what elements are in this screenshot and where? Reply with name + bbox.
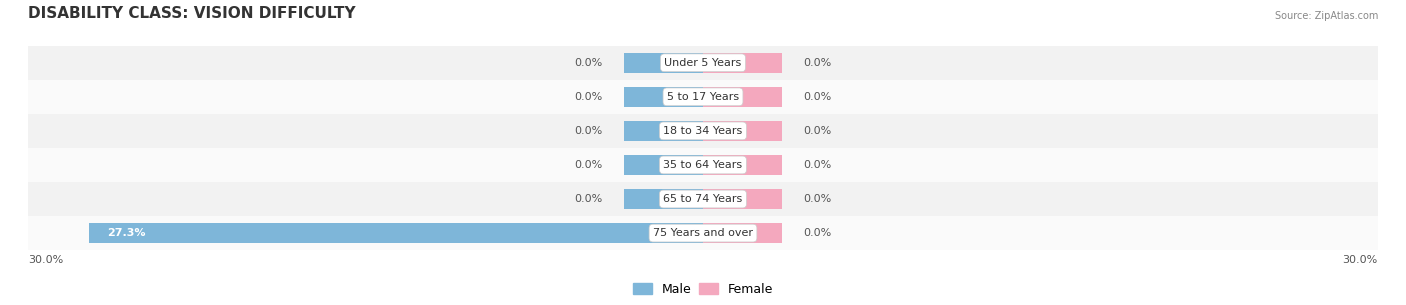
- Text: 30.0%: 30.0%: [28, 255, 63, 265]
- Text: 0.0%: 0.0%: [803, 228, 831, 238]
- Bar: [624, 121, 703, 141]
- Text: 35 to 64 Years: 35 to 64 Years: [664, 160, 742, 170]
- Text: 0.0%: 0.0%: [575, 160, 603, 170]
- Bar: [703, 155, 782, 175]
- Text: 0.0%: 0.0%: [575, 194, 603, 204]
- Text: 0.0%: 0.0%: [803, 92, 831, 102]
- Bar: [28, 182, 1378, 216]
- Bar: [624, 87, 703, 107]
- Text: 27.3%: 27.3%: [107, 228, 145, 238]
- Bar: [89, 223, 703, 243]
- Bar: [28, 46, 1378, 80]
- Text: Under 5 Years: Under 5 Years: [665, 58, 741, 68]
- Bar: [624, 155, 703, 175]
- Text: 0.0%: 0.0%: [575, 92, 603, 102]
- Bar: [28, 216, 1378, 250]
- Text: 0.0%: 0.0%: [803, 160, 831, 170]
- Text: 0.0%: 0.0%: [575, 126, 603, 136]
- Bar: [28, 148, 1378, 182]
- Bar: [624, 53, 703, 73]
- Legend: Male, Female: Male, Female: [628, 278, 778, 301]
- Text: 30.0%: 30.0%: [1343, 255, 1378, 265]
- Text: 0.0%: 0.0%: [803, 126, 831, 136]
- Bar: [624, 189, 703, 209]
- Text: Source: ZipAtlas.com: Source: ZipAtlas.com: [1274, 11, 1378, 21]
- Text: DISABILITY CLASS: VISION DIFFICULTY: DISABILITY CLASS: VISION DIFFICULTY: [28, 6, 356, 21]
- Bar: [703, 53, 782, 73]
- Text: 5 to 17 Years: 5 to 17 Years: [666, 92, 740, 102]
- Bar: [28, 80, 1378, 114]
- Text: 65 to 74 Years: 65 to 74 Years: [664, 194, 742, 204]
- Bar: [703, 121, 782, 141]
- Text: 18 to 34 Years: 18 to 34 Years: [664, 126, 742, 136]
- Text: 0.0%: 0.0%: [803, 58, 831, 68]
- Text: 0.0%: 0.0%: [803, 194, 831, 204]
- Bar: [703, 223, 782, 243]
- Bar: [703, 189, 782, 209]
- Text: 0.0%: 0.0%: [575, 58, 603, 68]
- Bar: [703, 87, 782, 107]
- Bar: [28, 114, 1378, 148]
- Text: 75 Years and over: 75 Years and over: [652, 228, 754, 238]
